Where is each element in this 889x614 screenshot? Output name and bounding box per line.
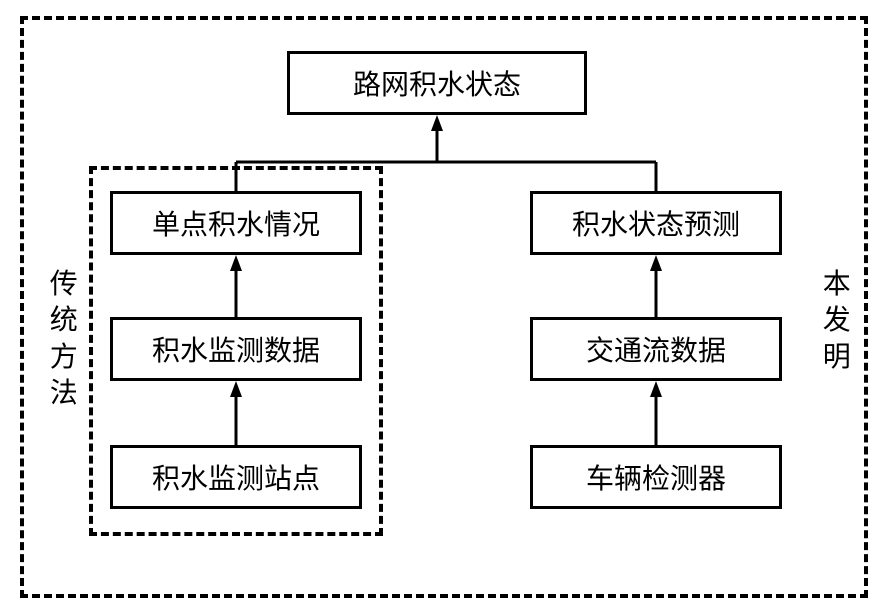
side-label-left-text: 传统方法 bbox=[50, 268, 78, 408]
node-left-2-label: 积水监测数据 bbox=[152, 329, 320, 369]
node-top: 路网积水状态 bbox=[287, 51, 587, 115]
side-label-right: 本发明 bbox=[820, 266, 854, 375]
node-right-3-label: 车辆检测器 bbox=[586, 457, 726, 497]
node-left-2: 积水监测数据 bbox=[110, 317, 362, 381]
node-right-1-label: 积水状态预测 bbox=[572, 203, 740, 243]
node-right-2: 交通流数据 bbox=[530, 317, 782, 381]
node-right-1: 积水状态预测 bbox=[530, 191, 782, 255]
node-top-label: 路网积水状态 bbox=[353, 63, 521, 103]
side-label-left: 传统方法 bbox=[47, 266, 81, 412]
node-right-2-label: 交通流数据 bbox=[586, 329, 726, 369]
diagram-canvas: 路网积水状态 单点积水情况 积水监测数据 积水监测站点 积水状态预测 交通流数据… bbox=[0, 0, 889, 614]
node-left-3: 积水监测站点 bbox=[110, 445, 362, 509]
node-right-3: 车辆检测器 bbox=[530, 445, 782, 509]
node-left-1-label: 单点积水情况 bbox=[152, 203, 320, 243]
side-label-right-text: 本发明 bbox=[823, 268, 851, 372]
node-left-3-label: 积水监测站点 bbox=[152, 457, 320, 497]
node-left-1: 单点积水情况 bbox=[110, 191, 362, 255]
